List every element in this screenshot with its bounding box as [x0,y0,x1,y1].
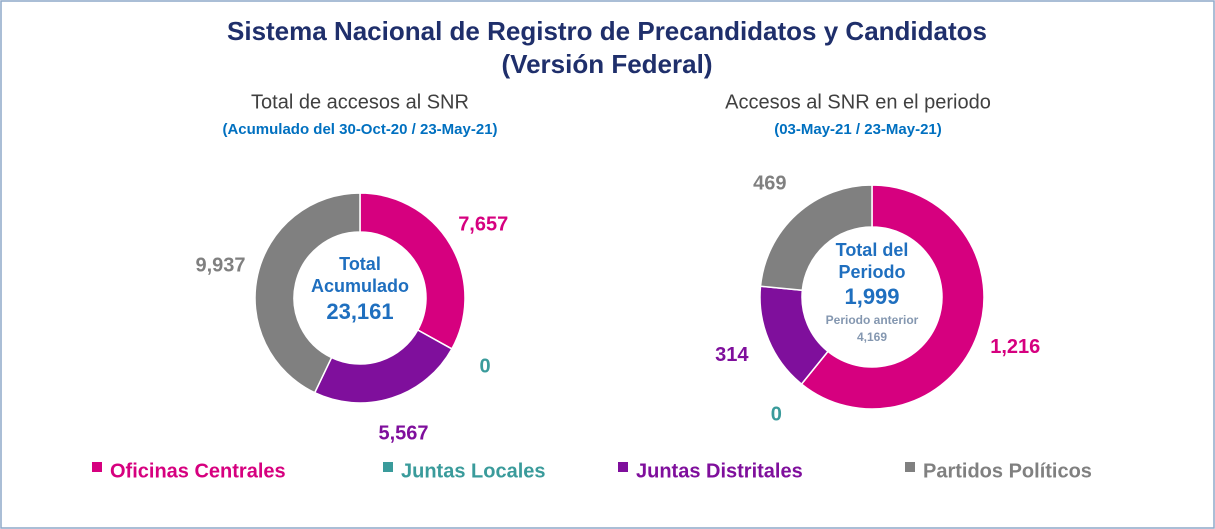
legend-swatch [618,462,628,472]
page-subtitle: (Versión Federal) [502,49,713,79]
previous-value: 4,169 [857,330,887,344]
legend-label: Oficinas Centrales [110,460,286,482]
donut-slice [359,192,466,350]
chart-subtitle: (Acumulado del 30-Oct-20 / 23-May-21) [222,121,497,138]
center-label: Acumulado [311,276,409,296]
data-label: 314 [715,344,749,366]
previous-label: Periodo anterior [826,313,919,327]
data-label: 0 [771,403,782,425]
data-label: 7,657 [458,214,508,236]
data-label: 1,216 [990,336,1040,358]
chart-title: Total de accesos al SNR [251,91,469,113]
legend-label: Juntas Distritales [636,460,803,482]
legend-label: Partidos Políticos [923,460,1092,482]
legend-swatch [92,462,102,472]
chart-title: Accesos al SNR en el periodo [725,91,991,113]
legend-label: Juntas Locales [401,460,546,482]
page-title: Sistema Nacional de Registro de Precandi… [227,16,987,46]
legend-swatch [905,462,915,472]
legend-swatch [383,462,393,472]
data-label: 469 [753,173,786,195]
data-label: 0 [479,356,490,378]
center-value: 23,161 [326,299,393,324]
data-label: 5,567 [378,422,428,444]
center-value: 1,999 [844,284,899,309]
chart-subtitle: (03-May-21 / 23-May-21) [774,121,942,138]
donut-slice [759,184,873,292]
center-label: Periodo [838,262,905,282]
donut-slice [800,184,985,410]
center-label: Total [339,254,381,274]
donut-slice [254,192,361,394]
center-label: Total del [836,240,909,260]
data-label: 9,937 [196,255,246,277]
